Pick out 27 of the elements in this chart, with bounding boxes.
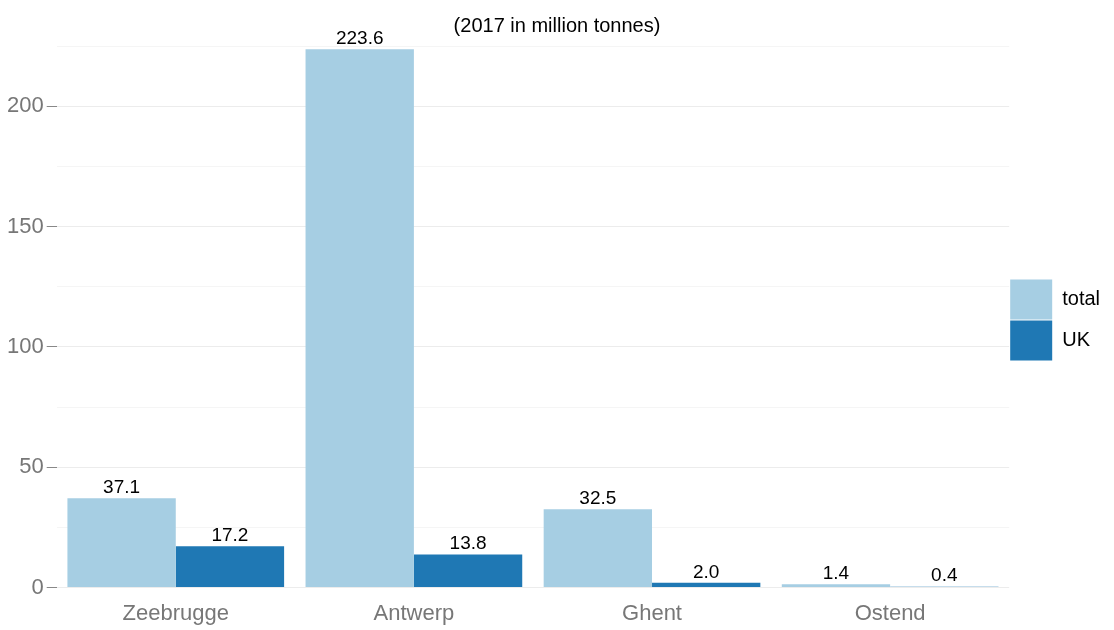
x-tick-label: Antwerp [373, 599, 455, 625]
bar [652, 582, 761, 588]
x-tick-label: Ghent [622, 599, 682, 625]
bar [543, 509, 653, 588]
bar [781, 584, 891, 588]
data-label: 0.4 [931, 564, 958, 586]
data-label: 17.2 [211, 523, 249, 545]
chart-title: (2017 in million tonnes) [453, 13, 661, 36]
data-label: 13.8 [449, 532, 487, 554]
bar [413, 554, 523, 588]
bar [175, 546, 285, 588]
y-tick-label: 0 [31, 573, 44, 599]
data-label: 1.4 [822, 561, 850, 583]
y-tick-label: 200 [6, 92, 44, 118]
data-label: 32.5 [579, 487, 617, 509]
x-tick-label: Ostend [854, 599, 926, 625]
data-label: 223.6 [335, 27, 384, 49]
legend-label: UK [1062, 328, 1091, 351]
bar [67, 498, 176, 588]
bar [305, 49, 414, 588]
legend-label: total [1062, 287, 1101, 310]
y-tick-label: 150 [6, 212, 44, 238]
x-tick-label: Zeebrugge [122, 599, 229, 625]
data-label: 2.0 [692, 560, 720, 582]
y-tick-label: 50 [19, 453, 44, 479]
data-label: 37.1 [103, 476, 141, 498]
y-tick-label: 100 [6, 332, 44, 358]
